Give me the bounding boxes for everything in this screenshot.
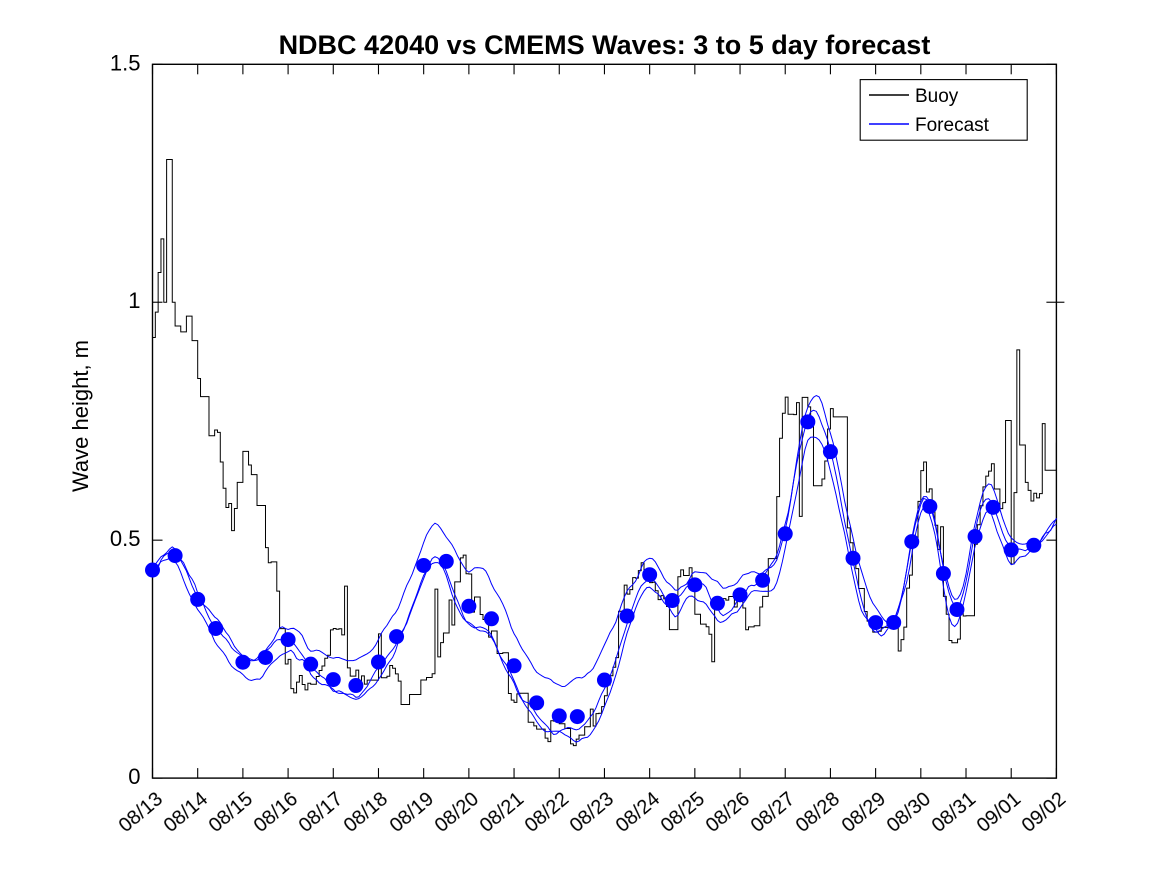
svg-text:1: 1 [128,288,140,313]
svg-text:0.5: 0.5 [110,526,141,551]
svg-text:Buoy: Buoy [915,86,959,107]
svg-text:Forecast: Forecast [915,115,990,136]
svg-text:1.5: 1.5 [110,50,141,75]
svg-text:0: 0 [128,764,140,789]
